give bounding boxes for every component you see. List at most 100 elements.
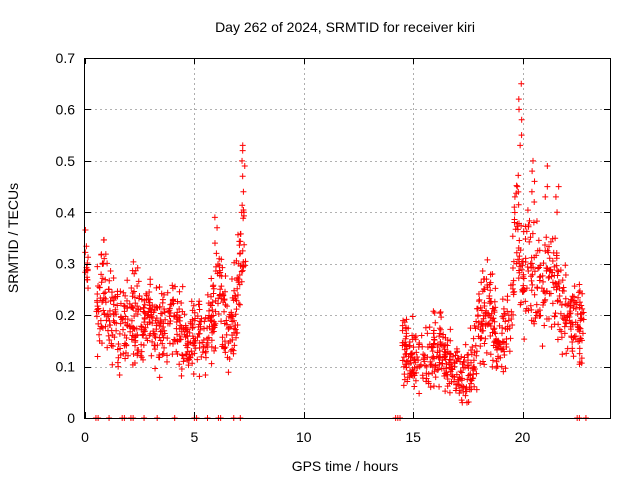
- data-point: [99, 260, 106, 267]
- data-point: [412, 377, 419, 384]
- data-point: [180, 358, 187, 365]
- data-point: [161, 344, 168, 351]
- data-point: [435, 366, 442, 373]
- data-point: [407, 357, 414, 364]
- data-point: [530, 264, 537, 271]
- data-point: [566, 310, 573, 317]
- data-point: [527, 302, 534, 309]
- data-point: [576, 304, 583, 311]
- data-point: [204, 335, 211, 342]
- data-point: [149, 314, 156, 321]
- data-point: [561, 312, 568, 319]
- data-point: [436, 359, 443, 366]
- data-point: [234, 285, 241, 292]
- data-point: [447, 368, 454, 375]
- data-point: [572, 319, 579, 326]
- data-point: [489, 329, 496, 336]
- data-point: [152, 346, 159, 353]
- data-point: [559, 287, 566, 294]
- data-point: [202, 354, 209, 361]
- data-point: [82, 227, 89, 234]
- data-points: [82, 80, 589, 421]
- data-point: [510, 311, 517, 318]
- data-point: [117, 300, 124, 307]
- data-point: [536, 277, 543, 284]
- data-point: [401, 346, 408, 353]
- data-point: [455, 382, 462, 389]
- data-point: [230, 347, 237, 354]
- data-point: [196, 373, 203, 380]
- data-point: [545, 274, 552, 281]
- data-point: [484, 256, 491, 263]
- data-point: [531, 268, 538, 275]
- data-point: [465, 351, 472, 358]
- data-point: [161, 306, 168, 313]
- data-point: [518, 266, 525, 273]
- data-point: [116, 371, 123, 378]
- data-point: [418, 332, 425, 339]
- data-point: [401, 371, 408, 378]
- data-point: [132, 337, 139, 344]
- data-point: [475, 319, 482, 326]
- data-point: [225, 369, 232, 376]
- data-point: [115, 341, 122, 348]
- data-point: [474, 312, 481, 319]
- data-point: [524, 207, 531, 214]
- data-point: [233, 306, 240, 313]
- data-point: [218, 283, 225, 290]
- data-point: [212, 267, 219, 274]
- data-point: [487, 351, 494, 358]
- data-point: [143, 290, 150, 297]
- data-point: [156, 334, 163, 341]
- data-point: [522, 298, 529, 305]
- data-point: [208, 275, 215, 282]
- data-point: [563, 350, 570, 357]
- data-point: [167, 301, 174, 308]
- data-point: [575, 324, 582, 331]
- data-point-spike: [240, 209, 247, 216]
- data-point: [129, 267, 136, 274]
- data-point: [202, 372, 209, 379]
- data-point: [159, 331, 166, 338]
- data-point: [575, 289, 582, 296]
- data-point: [146, 302, 153, 309]
- data-point: [481, 276, 488, 283]
- data-point: [95, 320, 102, 327]
- data-point: [157, 337, 164, 344]
- data-point: [473, 352, 480, 359]
- data-point: [429, 354, 436, 361]
- data-point: [470, 335, 477, 342]
- data-point: [406, 342, 413, 349]
- data-point: [424, 330, 431, 337]
- data-point: [569, 348, 576, 355]
- data-point: [194, 356, 201, 363]
- data-point: [176, 306, 183, 313]
- data-point: [447, 326, 454, 333]
- data-point: [448, 365, 455, 372]
- data-point: [101, 310, 108, 317]
- data-point: [568, 296, 575, 303]
- data-point: [140, 331, 147, 338]
- data-point-spike: [239, 147, 246, 154]
- data-point: [219, 334, 226, 341]
- data-point: [156, 351, 163, 358]
- data-point: [179, 352, 186, 359]
- data-point: [492, 337, 499, 344]
- data-point: [189, 324, 196, 331]
- data-point: [478, 320, 485, 327]
- data-point: [438, 365, 445, 372]
- data-point: [94, 291, 101, 298]
- data-point-spike: [515, 96, 522, 103]
- data-point: [576, 350, 583, 357]
- data-point: [430, 383, 437, 390]
- data-point: [236, 238, 243, 245]
- data-point: [495, 353, 502, 360]
- data-point: [191, 340, 198, 347]
- data-point: [533, 301, 540, 308]
- data-point: [500, 368, 507, 375]
- data-point: [224, 354, 231, 361]
- data-point: [120, 302, 127, 309]
- y-tick-label: 0.2: [56, 307, 76, 323]
- data-point: [553, 249, 560, 256]
- data-point: [475, 291, 482, 298]
